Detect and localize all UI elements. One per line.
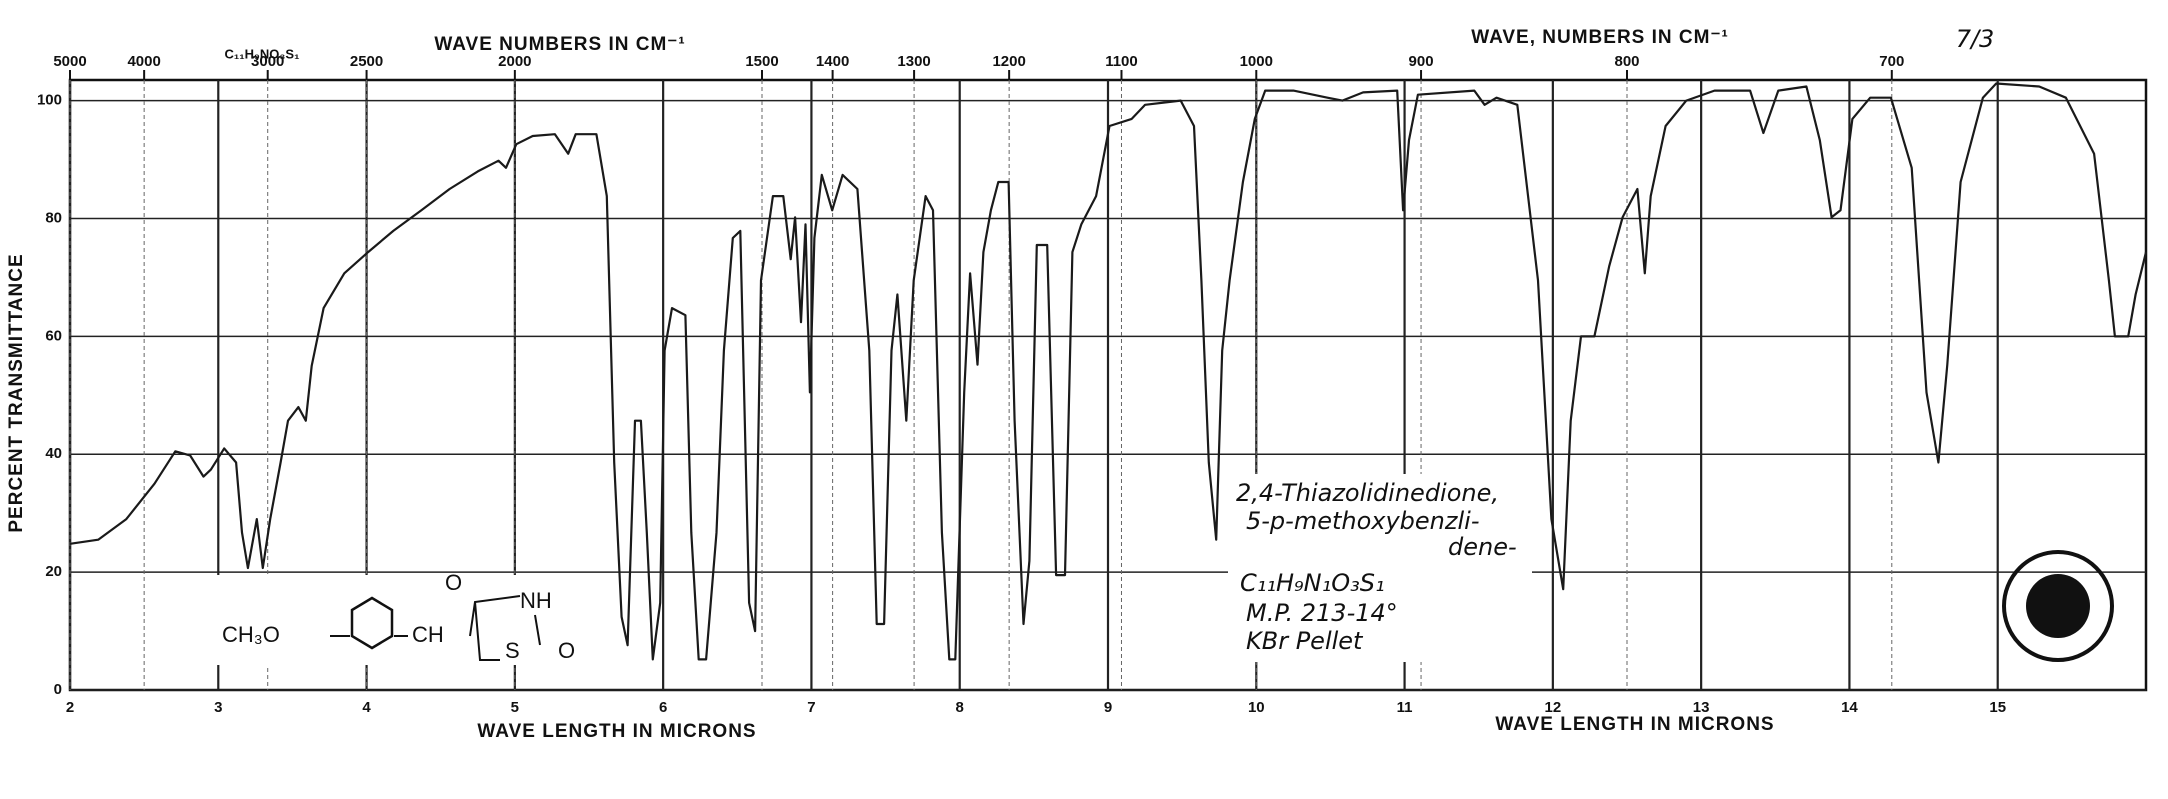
logo-center [2026,574,2090,638]
top-tick-label: 800 [1614,53,1639,70]
page-number: 7/3 [1956,25,1995,53]
top-axis-label: WAVE, NUMBERS IN CM⁻¹ [1471,27,1729,48]
x-tick-label: 13 [1693,699,1710,716]
x-axis-label: WAVE LENGTH IN MICRONS [477,721,756,742]
x-tick-label: 7 [807,699,815,716]
top-tick-label: 1400 [816,53,849,70]
top-tick-label: 1300 [897,53,930,70]
y-tick-label: 40 [45,445,62,462]
annotation: C₁₁H₉N₁O₃S₁ [1240,569,1385,597]
structure-label: CH [412,622,444,647]
benzene-ring [350,596,394,650]
top-axis-label: WAVE NUMBERS IN CM⁻¹ [434,34,685,55]
top-tick-label: 2500 [350,53,383,70]
y-tick-label: 100 [37,92,62,109]
y-axis-label: PERCENT TRANSMITTANCE [6,253,27,532]
x-tick-label: 2 [66,699,74,716]
ring-bonds [469,595,541,661]
x-tick-label: 4 [362,699,371,716]
top-tick-label: 1500 [745,53,778,70]
top-tick-label: 700 [1879,53,1904,70]
x-tick-label: 15 [1989,699,2006,716]
top-tick-label: 1200 [992,53,1025,70]
structure-label: S [505,638,520,663]
structure-label: O [558,638,575,663]
top-tick-label: 900 [1409,53,1434,70]
top-tick-label: 2000 [498,53,531,70]
annotation: 2,4-Thiazolidinedione, [1236,479,1499,507]
x-tick-label: 5 [511,699,519,716]
spectrum-line [69,82,2148,661]
formula: C₁₁H₉NO₃S₁ [225,46,300,61]
structure-label: NH [520,588,552,613]
top-tick-label: 4000 [127,53,160,70]
x-tick-label: 11 [1397,699,1413,716]
x-tick-label: 3 [214,699,222,716]
y-tick-label: 80 [45,209,62,226]
x-axis-label: WAVE LENGTH IN MICRONS [1495,714,1774,735]
top-tick-label: 5000 [53,53,86,70]
top-tick-label: 3000 [251,53,284,70]
x-tick-label: 10 [1248,699,1265,716]
x-tick-label: 8 [956,699,964,716]
annotation-box: 2,4-Thiazolidinedione, 5-p-methoxybenzli… [1228,474,1532,662]
annotation-background [1228,474,1532,662]
x-tick-label: 9 [1104,699,1112,716]
y-tick-label: 0 [54,681,62,698]
annotation: KBr Pellet [1246,627,1364,655]
y-tick-label: 60 [45,327,62,344]
top-tick-label: 1100 [1105,53,1138,70]
structure-label: O [445,570,462,595]
y-tick-label: 20 [45,563,62,580]
logo-ring [2002,550,2114,662]
structure-label: CH₃O [222,622,280,647]
annotation: 5-p-methoxybenzli- [1246,507,1479,535]
logo [2002,550,2114,662]
top-tick-label: 1000 [1240,53,1273,70]
structure-background [215,575,595,665]
annotation: M.P. 213-14° [1246,599,1398,627]
x-tick-label: 14 [1841,699,1858,716]
annotation: dene- [1448,533,1517,561]
x-tick-label: 6 [659,699,667,716]
x-tick-label: 12 [1545,699,1562,716]
structure: CH₃O CH O NH S O [215,570,595,665]
